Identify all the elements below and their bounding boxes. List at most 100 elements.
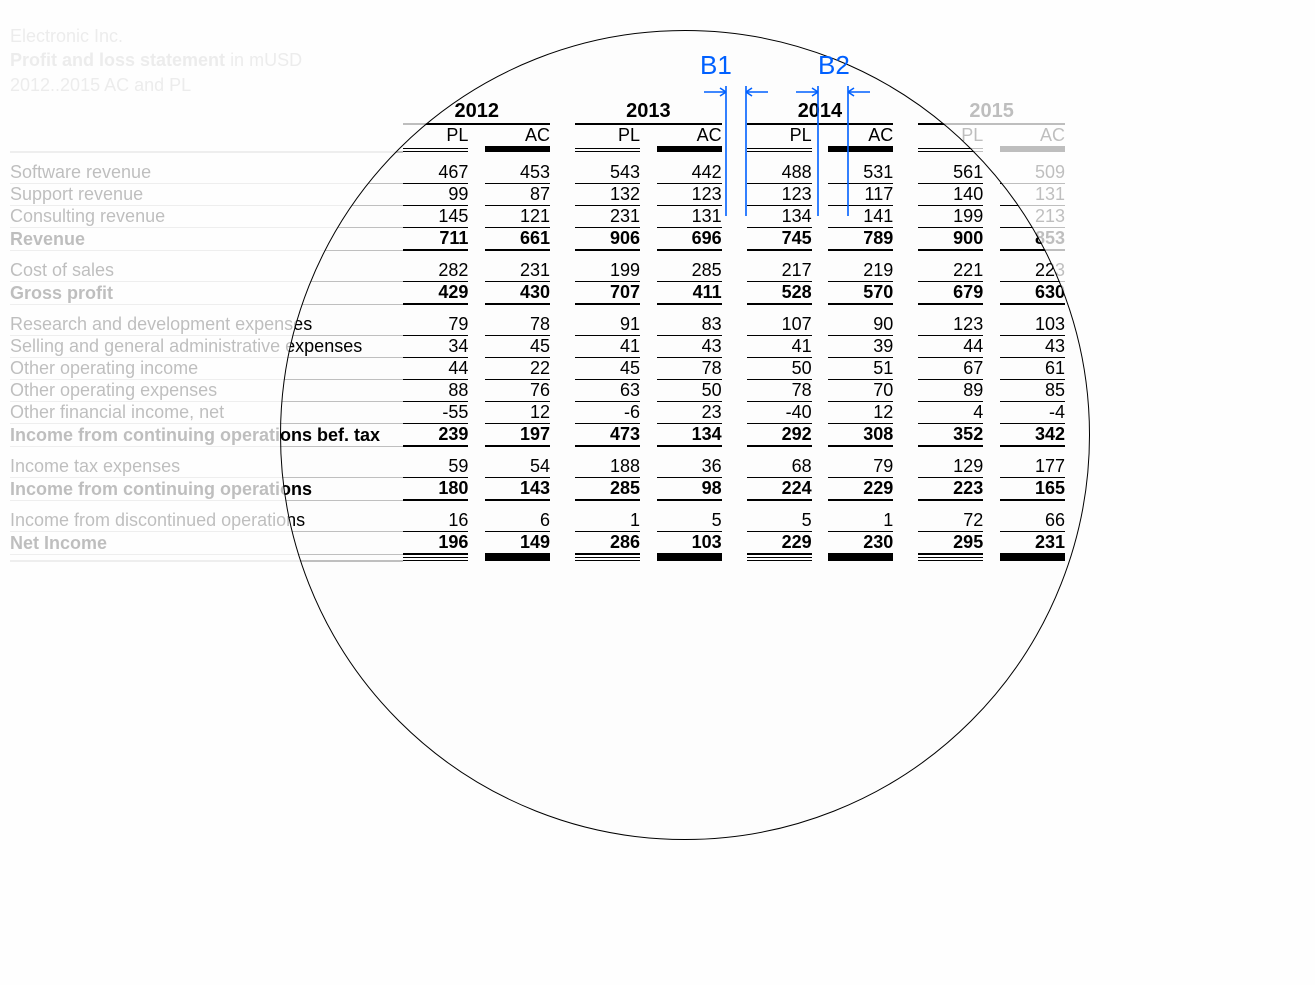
- cell-value: 91: [575, 314, 640, 336]
- subcol-ac: AC: [485, 124, 550, 146]
- year-header-row: 2012 2013 2014 2015: [10, 100, 1065, 124]
- cell-value: 661: [485, 228, 550, 251]
- report-header: Electronic Inc. Profit and loss statemen…: [10, 24, 302, 97]
- table-row: Software revenue467453543442488531561509: [10, 162, 1065, 184]
- row-label: Other financial income, net: [10, 402, 403, 424]
- cell-value: 707: [575, 282, 640, 305]
- cell-value: 430: [485, 282, 550, 305]
- cell-value: 54: [485, 456, 550, 478]
- subcol-ac: AC: [1000, 124, 1065, 146]
- cell-value: -4: [1000, 402, 1065, 424]
- table-row: Income from continuing operations1801432…: [10, 478, 1065, 501]
- cell-value: 103: [657, 532, 722, 555]
- row-label: Income tax expenses: [10, 456, 403, 478]
- cell-value: 188: [575, 456, 640, 478]
- cell-value: 429: [403, 282, 468, 305]
- cell-value: 140: [918, 184, 983, 206]
- cell-value: 285: [657, 260, 722, 282]
- cell-value: 43: [1000, 336, 1065, 358]
- subcol-pl: PL: [747, 124, 812, 146]
- table-row: Income from discontinued operations16615…: [10, 510, 1065, 532]
- table-row: Other financial income, net-5512-623-401…: [10, 402, 1065, 424]
- cell-value: 543: [575, 162, 640, 184]
- cell-value: 76: [485, 380, 550, 402]
- row-label: Income from continuing operations bef. t…: [10, 424, 403, 447]
- table-row: Other operating expenses8876635078708985: [10, 380, 1065, 402]
- company-name: Electronic Inc.: [10, 24, 302, 48]
- subcol-pl: PL: [403, 124, 468, 146]
- subcol-pl: PL: [575, 124, 640, 146]
- report-subtitle: 2012..2015 AC and PL: [10, 73, 302, 97]
- cell-value: 488: [747, 162, 812, 184]
- cell-value: 199: [575, 260, 640, 282]
- cell-value: 711: [403, 228, 468, 251]
- cell-value: 745: [747, 228, 812, 251]
- cell-value: 570: [828, 282, 893, 305]
- cell-value: 295: [918, 532, 983, 555]
- row-label: Gross profit: [10, 282, 403, 305]
- cell-value: 45: [575, 358, 640, 380]
- table-row: Income tax expenses5954188366879129177: [10, 456, 1065, 478]
- year-header: 2012: [403, 100, 550, 124]
- report-unit: in mUSD: [230, 50, 302, 70]
- cell-value: 117: [828, 184, 893, 206]
- cell-value: 103: [1000, 314, 1065, 336]
- cell-value: 473: [575, 424, 640, 447]
- cell-value: 131: [1000, 184, 1065, 206]
- cell-value: 90: [828, 314, 893, 336]
- cell-value: 121: [485, 206, 550, 228]
- subcol-ac: AC: [828, 124, 893, 146]
- cell-value: 123: [657, 184, 722, 206]
- table-row: Gross profit429430707411528570679630: [10, 282, 1065, 305]
- cell-value: 229: [828, 478, 893, 501]
- report-title: Profit and loss statement: [10, 50, 225, 70]
- cell-value: 67: [918, 358, 983, 380]
- cell-value: 906: [575, 228, 640, 251]
- cell-value: 231: [575, 206, 640, 228]
- end-rule-row: [10, 554, 1065, 561]
- cell-value: 282: [403, 260, 468, 282]
- cell-value: 221: [918, 260, 983, 282]
- cell-value: 900: [918, 228, 983, 251]
- table-row: Income from continuing operations bef. t…: [10, 424, 1065, 447]
- cell-value: 34: [403, 336, 468, 358]
- row-label: Research and development expenses: [10, 314, 403, 336]
- table-row: Support revenue9987132123123117140131: [10, 184, 1065, 206]
- cell-value: 132: [575, 184, 640, 206]
- cell-value: 63: [575, 380, 640, 402]
- row-label: Income from discontinued operations: [10, 510, 403, 532]
- cell-value: 528: [747, 282, 812, 305]
- annotation-b2-label: B2: [818, 50, 850, 81]
- cell-value: 107: [747, 314, 812, 336]
- cell-value: 1: [575, 510, 640, 532]
- year-header: 2015: [918, 100, 1065, 124]
- subcol-ac: AC: [657, 124, 722, 146]
- cell-value: 44: [918, 336, 983, 358]
- cell-value: 561: [918, 162, 983, 184]
- cell-value: 223: [918, 478, 983, 501]
- cell-value: 50: [747, 358, 812, 380]
- table-head: 2012 2013 2014 2015 PL AC PL AC PL AC PL…: [10, 100, 1065, 162]
- table-row: Other operating income4422457850516761: [10, 358, 1065, 380]
- cell-value: 5: [657, 510, 722, 532]
- row-label: Net Income: [10, 532, 403, 555]
- cell-value: 41: [747, 336, 812, 358]
- cell-value: 98: [657, 478, 722, 501]
- row-label: Selling and general administrative expen…: [10, 336, 403, 358]
- pl-table-wrap: 2012 2013 2014 2015 PL AC PL AC PL AC PL…: [10, 100, 1065, 562]
- pl-table: 2012 2013 2014 2015 PL AC PL AC PL AC PL…: [10, 100, 1065, 562]
- cell-value: 44: [403, 358, 468, 380]
- cell-value: 213: [1000, 206, 1065, 228]
- cell-value: 39: [828, 336, 893, 358]
- cell-value: 143: [485, 478, 550, 501]
- cell-value: 149: [485, 532, 550, 555]
- cell-value: 230: [828, 532, 893, 555]
- cell-value: 467: [403, 162, 468, 184]
- table-row: Consulting revenue1451212311311341411992…: [10, 206, 1065, 228]
- cell-value: 177: [1000, 456, 1065, 478]
- cell-value: 72: [918, 510, 983, 532]
- table-row: Revenue711661906696745789900853: [10, 228, 1065, 251]
- cell-value: 231: [485, 260, 550, 282]
- cell-value: 224: [747, 478, 812, 501]
- cell-value: 50: [657, 380, 722, 402]
